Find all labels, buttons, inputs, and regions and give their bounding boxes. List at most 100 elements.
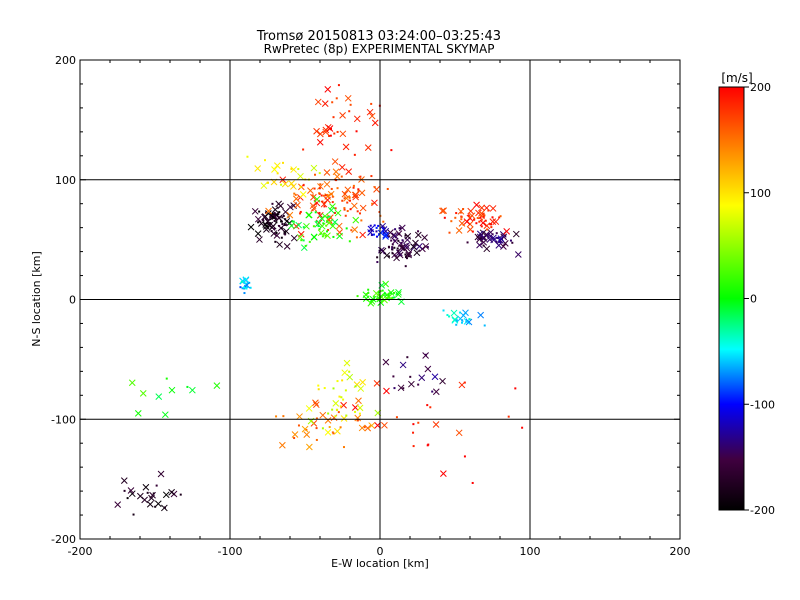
point-x-marker — [451, 317, 459, 324]
point-dot-marker — [391, 246, 394, 249]
point-dot-marker — [245, 287, 248, 290]
point-x-marker — [324, 196, 331, 204]
point-dot-marker — [355, 130, 358, 133]
point-x-marker — [331, 218, 339, 226]
point-dot-marker — [342, 398, 345, 401]
point-dot-marker — [318, 192, 321, 195]
point-dot-marker — [291, 220, 294, 223]
point-dot-marker — [495, 241, 498, 244]
point-x-marker — [168, 488, 175, 496]
point-dot-marker — [495, 232, 498, 235]
point-dot-marker — [475, 222, 478, 225]
point-dot-marker — [486, 234, 489, 237]
point-dot-marker — [455, 323, 458, 326]
point-dot-marker — [352, 184, 355, 187]
point-x-marker — [276, 241, 283, 248]
point-dot-marker — [293, 192, 296, 195]
point-dot-marker — [396, 247, 399, 250]
point-dot-marker — [240, 280, 243, 283]
point-x-marker — [439, 377, 446, 385]
point-dot-marker — [426, 245, 429, 248]
point-x-marker — [460, 312, 467, 319]
x-axis-ticks: -200 -100 0 100 200 — [68, 60, 691, 558]
point-x-marker — [395, 230, 403, 237]
point-x-marker — [359, 204, 367, 212]
y-tick-label: 200 — [55, 54, 76, 67]
colorbar-gradient — [718, 86, 745, 511]
point-dot-marker — [273, 213, 276, 216]
point-x-marker — [483, 222, 491, 230]
point-dot-marker — [357, 188, 360, 191]
point-x-marker — [291, 431, 299, 438]
point-x-marker — [213, 382, 221, 389]
point-dot-marker — [299, 186, 302, 189]
point-dot-marker — [426, 404, 429, 407]
point-x-marker — [303, 431, 311, 438]
point-dot-marker — [322, 222, 325, 225]
point-dot-marker — [272, 216, 275, 219]
point-dot-marker — [186, 385, 189, 388]
point-dot-marker — [521, 426, 524, 429]
point-dot-marker — [491, 216, 494, 219]
point-dot-marker — [387, 293, 390, 296]
point-x-marker — [368, 112, 376, 120]
point-dot-marker — [348, 199, 351, 202]
point-dot-marker — [471, 230, 474, 233]
point-dot-marker — [292, 220, 295, 223]
point-x-marker — [322, 128, 330, 136]
point-x-marker — [264, 217, 272, 225]
point-x-marker — [366, 108, 374, 116]
point-x-marker — [395, 249, 403, 257]
point-dot-marker — [427, 443, 430, 446]
point-dot-marker — [179, 493, 182, 496]
point-dot-marker — [339, 426, 342, 429]
point-dot-marker — [282, 415, 285, 418]
point-dot-marker — [391, 252, 394, 255]
point-dot-marker — [391, 248, 394, 251]
point-dot-marker — [359, 212, 362, 215]
point-dot-marker — [450, 220, 453, 223]
point-dot-marker — [459, 211, 462, 214]
point-dot-marker — [328, 215, 331, 218]
point-dot-marker — [429, 406, 432, 409]
point-x-marker — [338, 163, 346, 171]
point-dot-marker — [398, 227, 401, 230]
point-dot-marker — [490, 223, 493, 226]
point-x-marker — [421, 234, 428, 242]
point-x-marker — [393, 254, 400, 262]
point-dot-marker — [321, 235, 324, 238]
point-x-marker — [142, 483, 150, 491]
point-dot-marker — [340, 175, 343, 178]
point-dot-marker — [479, 237, 482, 240]
point-dot-marker — [328, 134, 331, 137]
point-dot-marker — [382, 220, 385, 223]
point-dot-marker — [476, 216, 479, 219]
point-dot-marker — [386, 234, 389, 237]
point-x-marker — [350, 202, 358, 210]
point-dot-marker — [315, 220, 318, 223]
point-dot-marker — [343, 208, 346, 211]
point-x-marker — [288, 222, 295, 230]
point-dot-marker — [336, 187, 339, 190]
point-dot-marker — [332, 235, 335, 238]
point-dot-marker — [448, 315, 451, 318]
point-x-marker — [343, 194, 351, 202]
point-dot-marker — [239, 286, 242, 289]
point-x-marker — [139, 390, 147, 397]
point-x-marker — [283, 242, 291, 250]
point-x-marker — [412, 239, 419, 247]
point-dot-marker — [331, 101, 334, 104]
point-dot-marker — [348, 240, 351, 243]
point-dot-marker — [480, 214, 483, 217]
point-dot-marker — [155, 484, 158, 487]
point-x-marker — [321, 100, 329, 108]
colorbar-tick-label: -100 — [750, 398, 775, 411]
point-x-marker — [277, 202, 284, 210]
point-dot-marker — [327, 412, 330, 415]
point-dot-marker — [483, 214, 486, 217]
point-dot-marker — [417, 230, 420, 233]
point-dot-marker — [448, 231, 451, 234]
point-x-marker — [398, 224, 406, 232]
point-x-marker — [324, 417, 332, 424]
point-dot-marker — [499, 241, 502, 244]
